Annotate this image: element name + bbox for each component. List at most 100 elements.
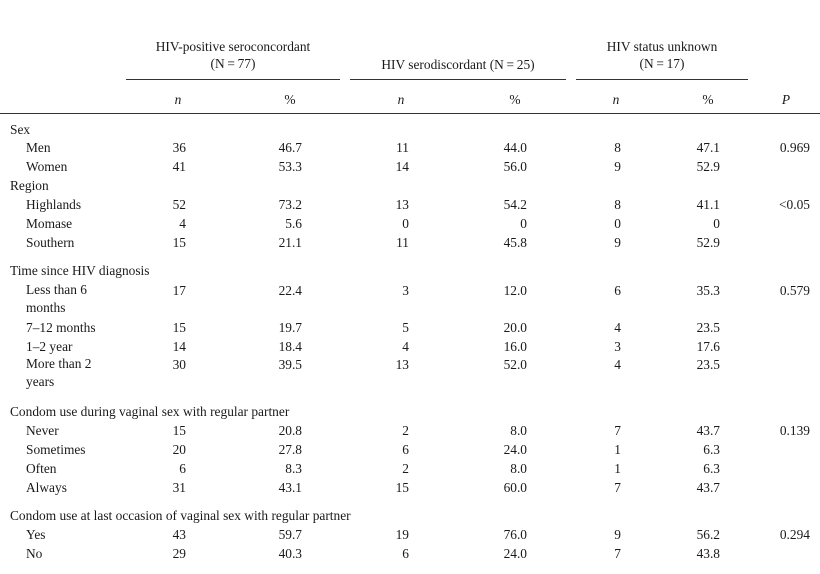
cell: 15 [172, 423, 186, 438]
cell: 11 [396, 140, 409, 155]
subcol-n: n [612, 92, 620, 107]
subcol-p: P [781, 92, 791, 107]
cell-p: 0.579 [779, 283, 810, 298]
row-label: Men [26, 140, 51, 155]
cell: 9 [614, 235, 621, 250]
cell: 9 [614, 527, 621, 542]
cell: 0 [614, 216, 621, 231]
header-group-line2: (N = 17) [639, 56, 685, 71]
section-title: Sex [10, 122, 31, 137]
table-row: Men 36 46.7 11 44.0 8 47.1 0.969 [0, 138, 820, 157]
header-group-serodiscordant: HIV serodiscordant (N = 25) [350, 56, 566, 73]
header-group-seroconcordant: HIV-positive seroconcordant (N = 77) [126, 38, 340, 72]
cell: 5 [402, 320, 409, 335]
cell: 23.5 [696, 357, 720, 372]
cell: 52.0 [503, 357, 527, 372]
cell: 6 [614, 283, 621, 298]
table-row: 7–12 months 15 19.7 5 20.0 4 23.5 [0, 318, 820, 337]
cell: 52.9 [696, 235, 720, 250]
cell: 15 [395, 480, 409, 495]
cell: 22.4 [278, 283, 302, 298]
row-label: Southern [26, 235, 75, 250]
cell: 13 [395, 197, 409, 212]
header-group-line1: HIV-positive seroconcordant [155, 39, 311, 54]
cell: 7 [614, 423, 621, 438]
section-title: Region [10, 178, 49, 193]
cell: 15 [172, 235, 186, 250]
table-row: 1–2 year 14 18.4 4 16.0 3 17.6 [0, 337, 820, 356]
cell: 20.8 [278, 423, 302, 438]
subcol-pct: % [509, 92, 521, 107]
cell: 73.2 [278, 197, 302, 212]
cell-p: 0.139 [779, 423, 810, 438]
cell: 8.0 [510, 423, 527, 438]
cell: 56.0 [503, 159, 527, 174]
row-label: Yes [26, 527, 46, 542]
cell-p: 0.294 [779, 527, 810, 542]
cell: 17 [172, 283, 186, 298]
group-rule [126, 79, 340, 80]
cell: 4 [179, 216, 186, 231]
cell: 19.7 [278, 320, 302, 335]
cell: 12.0 [503, 283, 527, 298]
header-group-line1: HIV serodiscordant (N = 25) [381, 57, 535, 72]
row-label: Never [26, 423, 59, 438]
cell: 46.7 [278, 140, 302, 155]
table-row: Highlands 52 73.2 13 54.2 8 41.1 <0.05 [0, 195, 820, 214]
cell: 43.7 [696, 423, 720, 438]
table-row: Yes 43 59.7 19 76.0 9 56.2 0.294 [0, 525, 820, 544]
subcol-n: n [397, 92, 405, 107]
cell: 59.7 [278, 527, 302, 542]
cell: 56.2 [696, 527, 720, 542]
cell: 20.0 [503, 320, 527, 335]
cell: 29 [172, 546, 186, 561]
header-group-status-unknown: HIV status unknown (N = 17) [576, 38, 748, 72]
cell: 24.0 [503, 546, 527, 561]
cell: 6 [179, 461, 186, 476]
cell: 4 [614, 357, 621, 372]
cell: 43.1 [278, 480, 302, 495]
table-row: Women 41 53.3 14 56.0 9 52.9 [0, 157, 820, 176]
row-label: Women [26, 159, 68, 174]
cell: 30 [172, 357, 186, 372]
header-bottom-rule [0, 113, 820, 114]
cell: 18.4 [278, 339, 302, 354]
cell: 43.7 [696, 480, 720, 495]
table-row: Sometimes 20 27.8 6 24.0 1 6.3 [0, 440, 820, 459]
table-row: Southern 15 21.1 11 45.8 9 52.9 [0, 233, 820, 252]
cell: 52.9 [696, 159, 720, 174]
cell: 6 [402, 442, 409, 457]
cell: 76.0 [503, 527, 527, 542]
row-label: 7–12 months [26, 320, 96, 335]
cell: 4 [402, 339, 409, 354]
cell: 2 [402, 423, 409, 438]
table-row: No 29 40.3 6 24.0 7 43.8 [0, 544, 820, 563]
table-row: More than 2 years 30 39.5 13 52.0 4 23.5 [0, 355, 820, 393]
cell: 41 [172, 159, 186, 174]
cell: 8.3 [285, 461, 302, 476]
section-title: Time since HIV diagnosis [10, 263, 150, 278]
cell: 31 [172, 480, 186, 495]
cell: 0 [520, 216, 527, 231]
cell-p: <0.05 [779, 197, 810, 212]
cell: 43.8 [696, 546, 720, 561]
cell: 6.3 [703, 442, 720, 457]
header-group-line2: (N = 77) [210, 56, 256, 71]
group-rule [576, 79, 748, 80]
cell: 39.5 [278, 357, 302, 372]
row-label: More than 2 years [26, 356, 92, 389]
cell: 27.8 [278, 442, 302, 457]
row-label: Highlands [26, 197, 82, 212]
cell: 45.8 [503, 235, 527, 250]
cell: 5.6 [285, 216, 302, 231]
cell: 3 [402, 283, 409, 298]
table-row: Often 6 8.3 2 8.0 1 6.3 [0, 459, 820, 478]
cell: 14 [172, 339, 186, 354]
cell: 43 [172, 527, 186, 542]
header-group-line1: HIV status unknown [606, 39, 718, 54]
cell: 40.3 [278, 546, 302, 561]
cell: 24.0 [503, 442, 527, 457]
subheader-row: n % n % n % P [0, 90, 820, 109]
cell: 4 [614, 320, 621, 335]
cell: 7 [614, 480, 621, 495]
